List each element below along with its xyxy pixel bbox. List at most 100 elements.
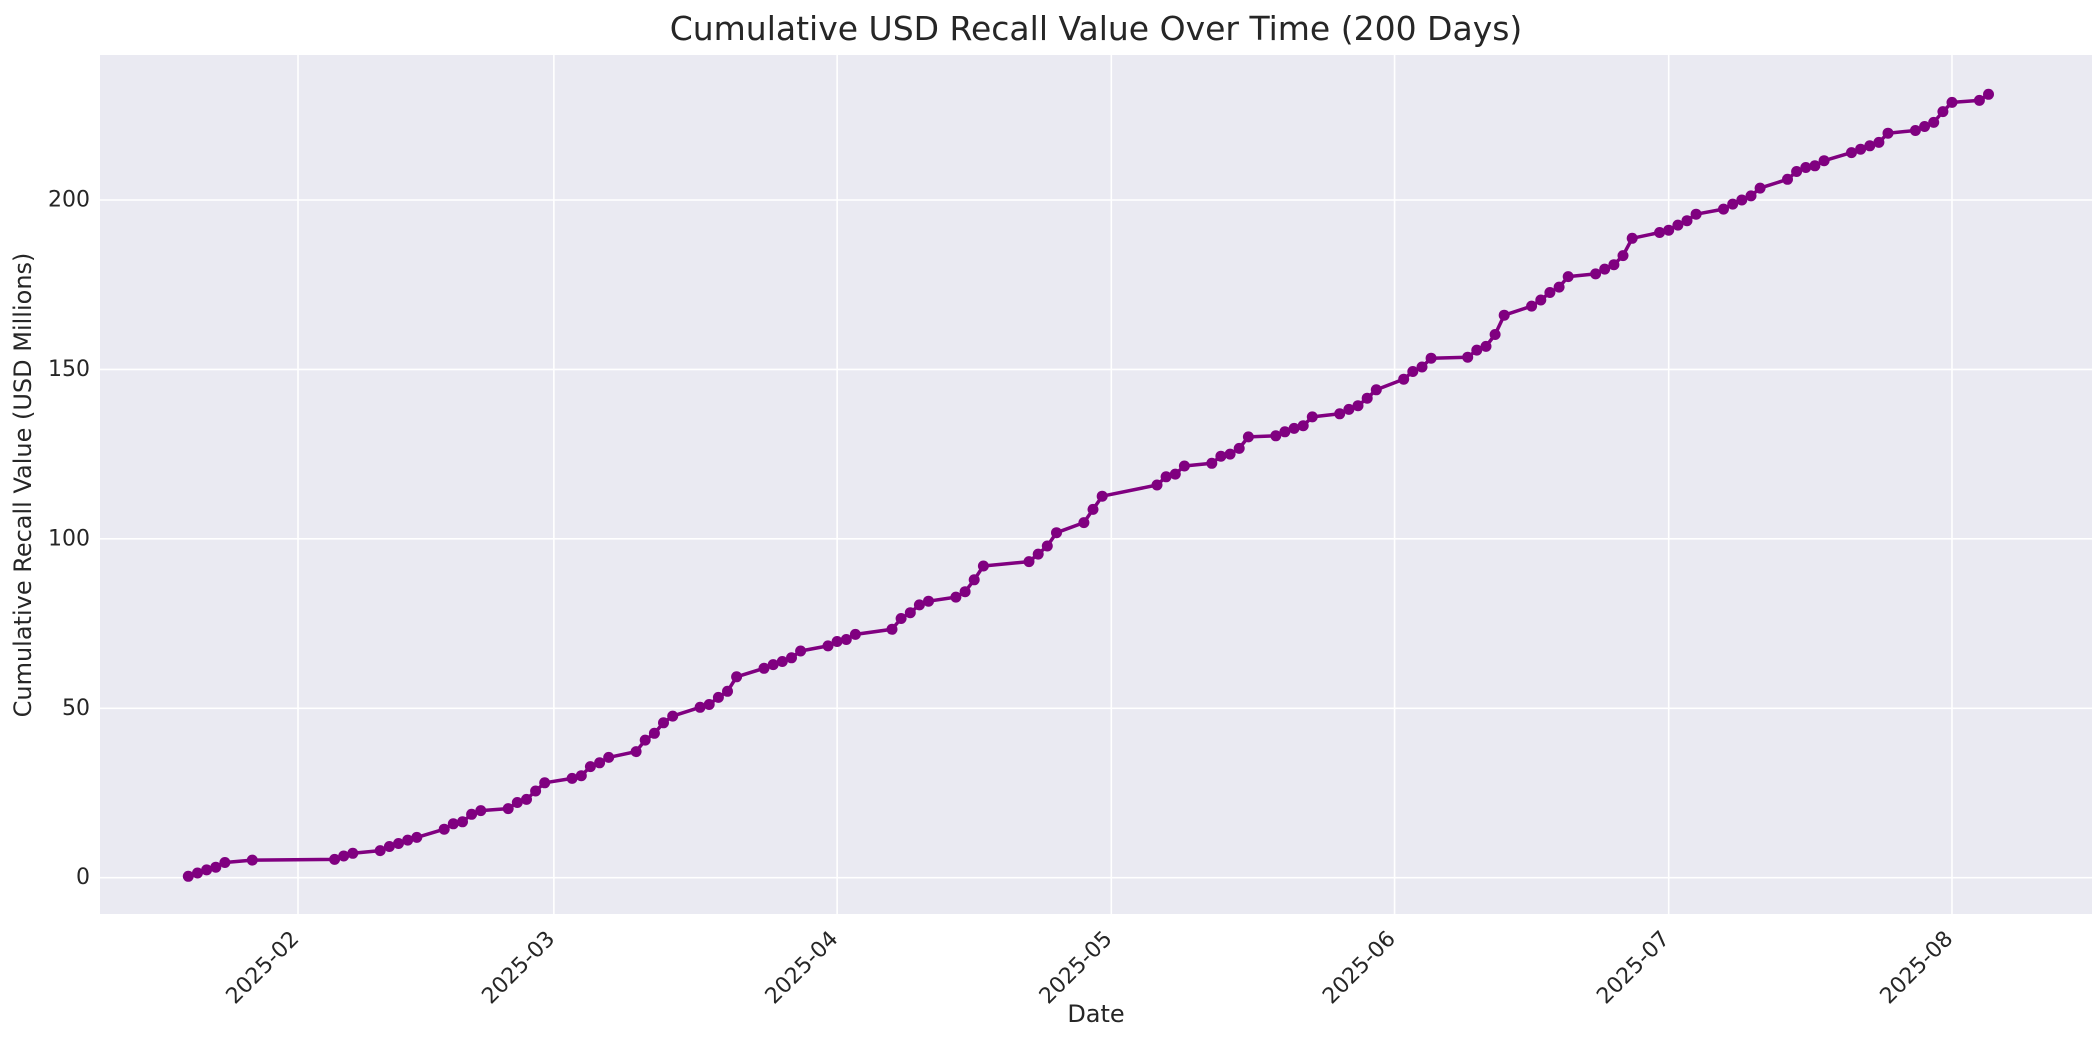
data-point-marker <box>1909 125 1921 136</box>
data-point-marker <box>831 636 843 647</box>
data-point-marker <box>457 816 468 828</box>
data-point-marker <box>511 797 523 808</box>
data-point-marker <box>1224 448 1236 460</box>
data-point-marker <box>530 785 542 797</box>
y-tick-label: 0 <box>76 865 90 890</box>
data-point-marker <box>1370 384 1382 396</box>
data-point-marker <box>658 717 669 729</box>
y-tick-label: 200 <box>48 187 90 212</box>
data-point-marker <box>1864 140 1876 152</box>
data-point-marker <box>1608 259 1620 271</box>
data-point-marker <box>1096 490 1108 502</box>
data-point-marker <box>913 599 925 611</box>
data-point-marker <box>521 793 532 805</box>
data-point-marker <box>1727 198 1739 210</box>
data-point-marker <box>374 845 386 857</box>
data-point-marker <box>1160 471 1172 483</box>
data-point-marker <box>1425 352 1437 364</box>
data-point-marker <box>1973 94 1985 106</box>
data-point-marker <box>566 772 578 784</box>
data-point-marker <box>1233 442 1245 454</box>
data-point-marker <box>1288 422 1300 434</box>
data-point-marker <box>1562 271 1574 283</box>
data-point-marker <box>447 818 459 830</box>
x-tick-label: 2025-03 <box>477 927 560 1010</box>
data-point-marker <box>648 727 660 739</box>
data-point-marker <box>502 803 514 815</box>
data-point-marker <box>1535 294 1547 306</box>
data-point-marker <box>1078 517 1090 529</box>
data-point-marker <box>886 623 898 635</box>
data-point-marker <box>1334 408 1346 420</box>
y-tick-label: 100 <box>48 526 90 551</box>
data-point-marker <box>1690 208 1702 220</box>
data-point-marker <box>438 823 450 835</box>
data-point-marker <box>246 854 258 866</box>
data-point-marker <box>1306 411 1318 423</box>
data-point-marker <box>722 685 733 697</box>
data-point-marker <box>1489 329 1501 340</box>
x-axis-label: Date <box>1067 1000 1124 1028</box>
data-point-marker <box>694 701 706 713</box>
data-point-marker <box>1151 479 1163 491</box>
data-point-marker <box>219 857 231 868</box>
x-tick-label: 2025-05 <box>1035 927 1118 1010</box>
data-point-marker <box>1800 162 1812 173</box>
data-point-marker <box>1297 420 1309 432</box>
data-point-marker <box>1544 287 1556 298</box>
data-point-marker <box>383 841 395 852</box>
data-point-marker <box>639 734 651 746</box>
data-point-marker <box>1480 340 1492 352</box>
data-point-marker <box>767 659 779 671</box>
data-point-marker <box>1672 219 1684 231</box>
data-point-marker <box>1398 373 1410 385</box>
data-point-marker <box>959 586 971 598</box>
data-point-marker <box>712 691 724 703</box>
data-point-marker <box>1215 450 1227 462</box>
plot-area <box>100 55 2092 914</box>
data-point-marker <box>1745 190 1757 202</box>
data-point-marker <box>1617 250 1629 262</box>
data-point-marker <box>338 850 350 862</box>
y-axis-label: Cumulative Recall Value (USD Millions) <box>9 253 37 718</box>
y-tick-labels: 0 50 100 150 200 <box>48 187 90 890</box>
data-point-marker <box>1023 556 1035 568</box>
data-point-marker <box>1681 215 1693 227</box>
data-point-marker <box>1471 344 1483 356</box>
data-point-marker <box>1178 460 1190 472</box>
data-point-marker <box>840 634 852 645</box>
data-point-marker <box>849 628 861 640</box>
data-point-marker <box>1818 155 1830 167</box>
data-point-marker <box>667 710 679 722</box>
x-tick-labels: 2025-02 2025-03 2025-04 2025-05 2025-06 2025-… <box>222 927 1959 1010</box>
data-point-marker <box>1873 136 1885 148</box>
data-point-marker <box>1983 88 1994 100</box>
data-point-marker <box>1928 116 1940 128</box>
data-point-marker <box>1782 173 1793 185</box>
data-point-marker <box>603 751 615 763</box>
data-point-marker <box>594 757 606 769</box>
x-tick-label: 2025-02 <box>222 927 305 1010</box>
data-point-marker <box>575 770 587 782</box>
data-point-marker <box>1946 96 1958 108</box>
data-series <box>182 88 1994 882</box>
y-tick-label: 50 <box>62 696 90 721</box>
data-point-marker <box>1279 426 1291 438</box>
data-point-marker <box>786 652 797 664</box>
chart-title: Cumulative USD Recall Value Over Time (2… <box>670 9 1523 48</box>
data-point-marker <box>1663 224 1675 236</box>
data-point-marker <box>1919 121 1931 132</box>
data-point-marker <box>1343 403 1355 415</box>
data-point-marker <box>347 847 359 859</box>
data-point-marker <box>210 861 222 873</box>
data-point-marker <box>822 640 834 652</box>
gridlines <box>100 55 2092 914</box>
data-point-marker <box>1032 548 1044 560</box>
data-point-marker <box>1553 281 1565 293</box>
data-point-marker <box>1590 268 1602 280</box>
data-point-marker <box>904 607 916 619</box>
data-point-marker <box>977 560 989 572</box>
data-point-marker <box>1407 366 1419 377</box>
